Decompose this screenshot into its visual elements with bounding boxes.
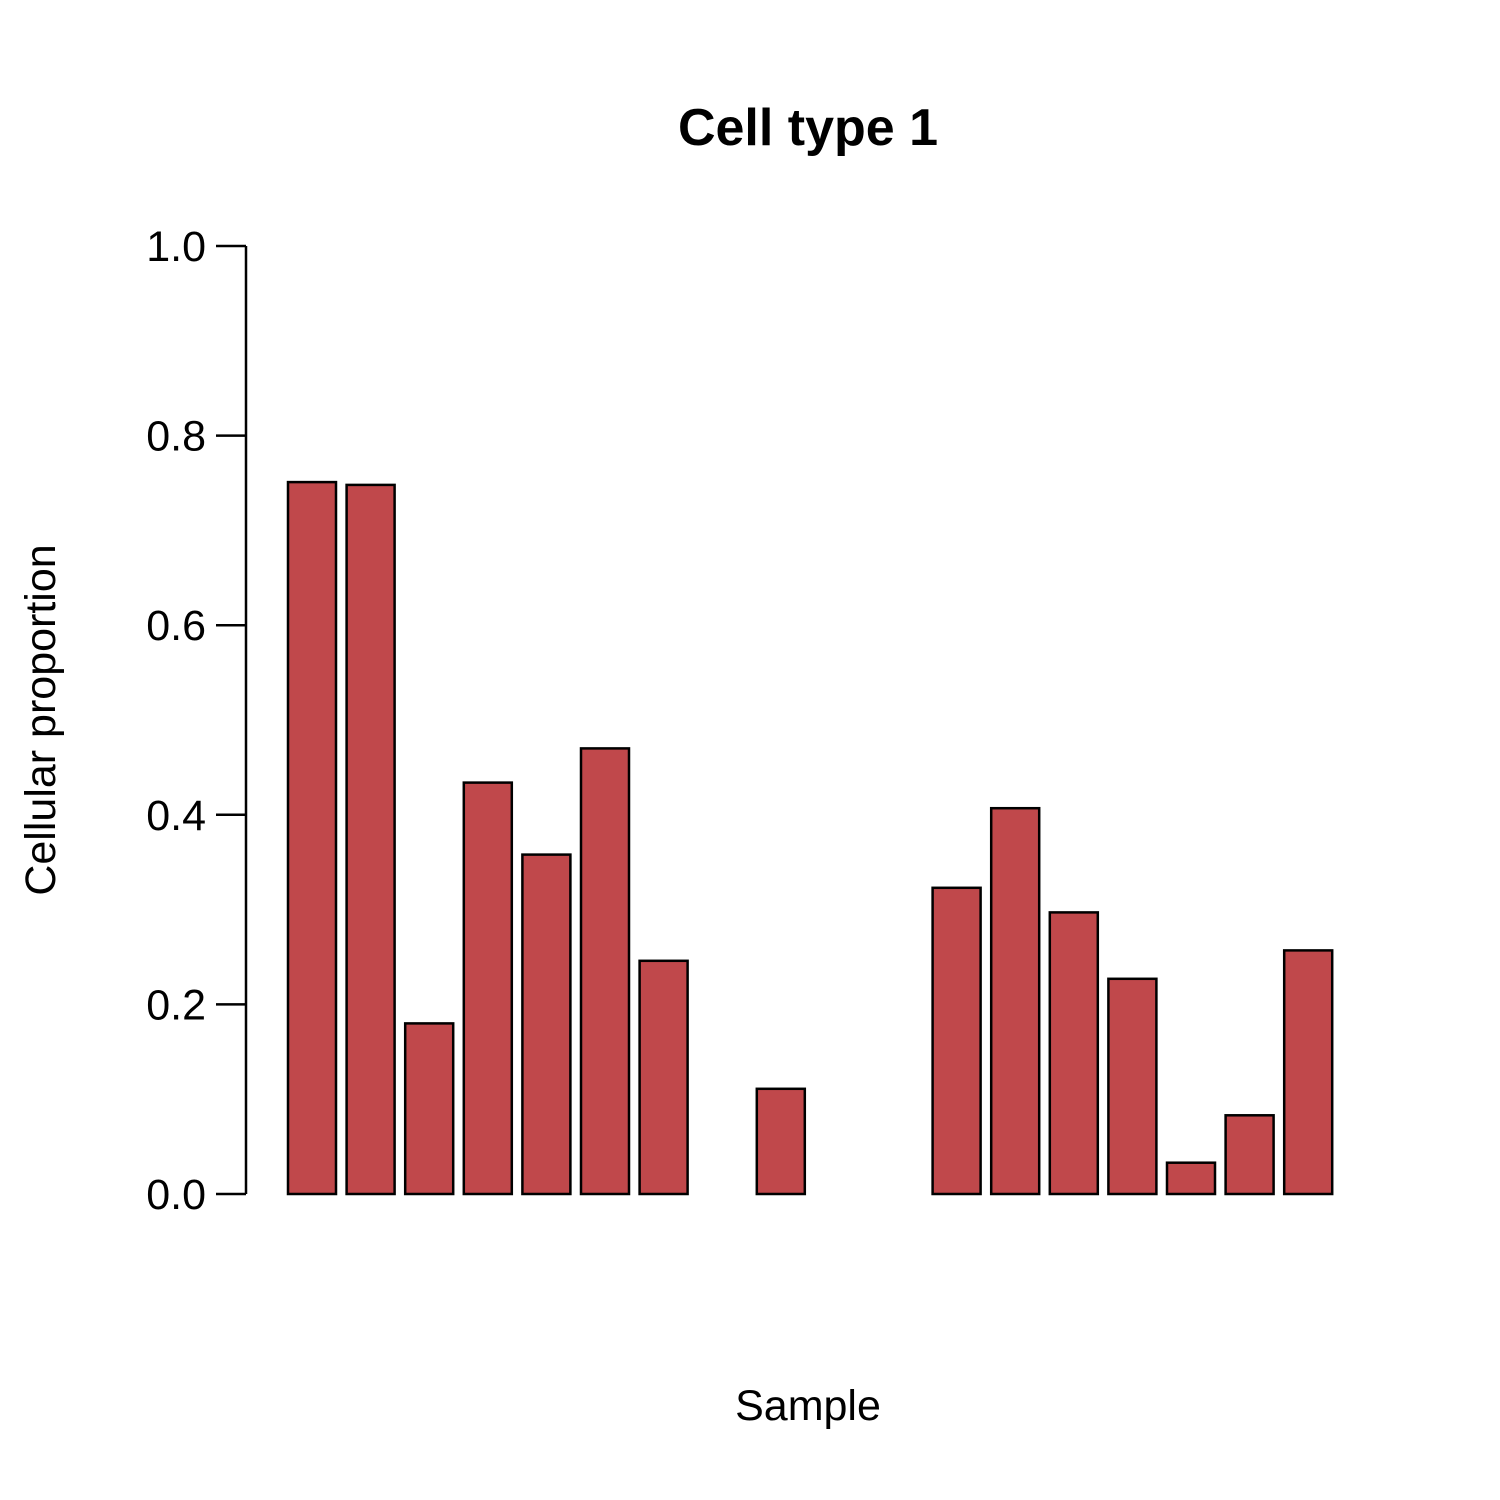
bar xyxy=(462,781,514,1196)
bar xyxy=(1282,949,1334,1196)
bar xyxy=(1048,911,1100,1196)
y-axis-title: Cellular proportion xyxy=(17,544,65,895)
bars-group xyxy=(286,480,1334,1196)
chart-title: Cell type 1 xyxy=(678,99,938,157)
bar xyxy=(403,1022,455,1196)
bar xyxy=(1224,1114,1275,1196)
bar xyxy=(579,747,631,1196)
y-axis: 0.0 0.2 0.4 0.6 0.8 1.0 xyxy=(146,223,248,1219)
bar xyxy=(345,483,396,1196)
bar xyxy=(638,959,689,1196)
y-tick-label: 1.0 xyxy=(146,223,206,271)
y-tick-label: 0.6 xyxy=(146,602,206,650)
x-axis-title: Sample xyxy=(735,1382,881,1430)
y-tick-label: 0.8 xyxy=(146,413,206,461)
bar xyxy=(931,886,982,1196)
y-tick-label: 0.0 xyxy=(146,1171,206,1219)
bar xyxy=(1165,1161,1217,1196)
bar xyxy=(989,806,1041,1196)
bar xyxy=(1107,977,1158,1196)
bar xyxy=(286,480,338,1196)
y-tick-label: 0.4 xyxy=(146,792,206,840)
bar xyxy=(755,1087,807,1196)
y-tick-label: 0.2 xyxy=(146,981,206,1029)
bar xyxy=(521,853,572,1196)
